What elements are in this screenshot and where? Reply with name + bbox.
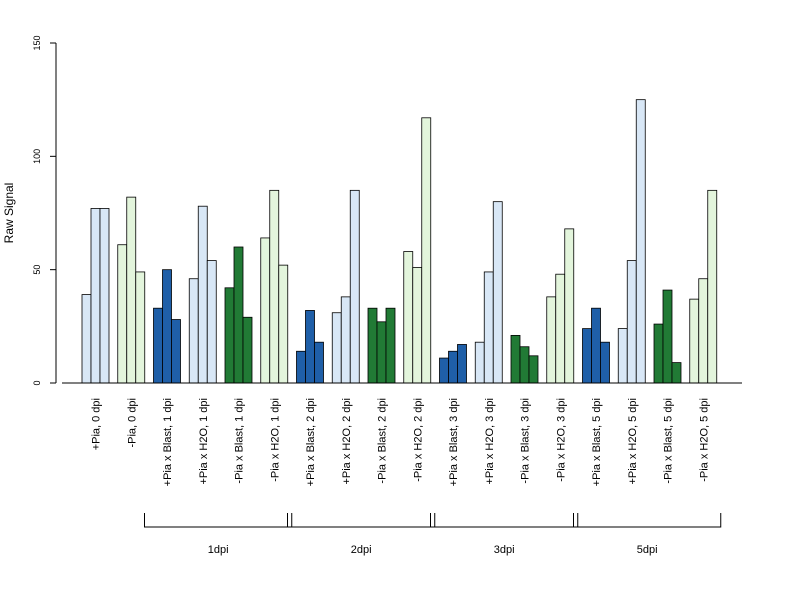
bar xyxy=(314,341,324,384)
category-label: +Pia x Blast, 2 dpi xyxy=(305,398,317,486)
bar xyxy=(635,99,646,384)
group-label: 2dpi xyxy=(351,544,372,556)
bar xyxy=(457,344,467,384)
group-bracket xyxy=(573,513,722,528)
bar xyxy=(340,296,351,384)
bar xyxy=(591,307,601,384)
bar xyxy=(546,296,557,384)
group-bracket xyxy=(430,513,579,528)
bar xyxy=(555,273,566,384)
category-label: -Pia x H2O, 3 dpi xyxy=(555,398,567,482)
category-label: +Pia x H2O, 2 dpi xyxy=(341,398,353,485)
bar xyxy=(483,271,494,384)
bar xyxy=(260,237,271,384)
category-label: -Pia x Blast, 2 dpi xyxy=(377,398,389,484)
bar xyxy=(117,244,128,384)
y-tick-label: 50 xyxy=(32,265,42,275)
bar xyxy=(278,264,289,384)
bar xyxy=(171,319,181,384)
bar xyxy=(421,117,432,384)
category-label: +Pia x Blast, 3 dpi xyxy=(448,398,460,486)
bar xyxy=(698,278,709,384)
group-bracket xyxy=(144,513,293,528)
category-label: +Pia x H2O, 5 dpi xyxy=(627,398,639,485)
group-label: 3dpi xyxy=(494,544,515,556)
bar xyxy=(90,208,101,384)
category-label: +Pia x H2O, 1 dpi xyxy=(198,398,210,485)
group-brackets: 1dpi 2dpi 3dpi 5dpi xyxy=(144,513,722,556)
bar xyxy=(197,205,208,384)
bar xyxy=(349,189,360,384)
bar xyxy=(403,251,414,384)
bar xyxy=(448,350,458,384)
bar xyxy=(81,294,92,384)
y-tick-label: 100 xyxy=(32,149,42,164)
bar xyxy=(206,260,217,384)
bar xyxy=(296,350,306,384)
category-label: +Pia x Blast, 5 dpi xyxy=(591,398,603,486)
bar xyxy=(385,307,396,384)
bar xyxy=(242,316,253,384)
category-label: -Pia, 0 dpi xyxy=(126,398,138,448)
bar xyxy=(99,208,110,384)
bar xyxy=(367,307,378,384)
y-tick-label: 150 xyxy=(32,35,42,50)
bar xyxy=(689,298,700,384)
category-label: -Pia x H2O, 1 dpi xyxy=(269,398,281,482)
category-label: +Pia, 0 dpi xyxy=(91,398,103,450)
group-bracket xyxy=(287,513,436,528)
bar xyxy=(492,201,503,384)
bar xyxy=(707,189,718,384)
category-label: +Pia x Blast, 1 dpi xyxy=(162,398,174,486)
bar xyxy=(626,260,637,384)
bar xyxy=(224,287,235,384)
bar xyxy=(162,269,172,384)
bar xyxy=(671,362,682,384)
bar xyxy=(153,307,163,384)
bar xyxy=(135,271,146,384)
bar xyxy=(510,334,521,384)
category-label: -Pia x H2O, 2 dpi xyxy=(412,398,424,482)
bar xyxy=(412,266,423,384)
y-axis-title: Raw Signal xyxy=(2,183,16,244)
bar xyxy=(269,189,280,384)
bar xyxy=(439,357,449,384)
category-label: +Pia x H2O, 3 dpi xyxy=(484,398,496,485)
bars xyxy=(81,99,718,384)
bar xyxy=(617,328,628,384)
bar xyxy=(662,289,673,384)
bar xyxy=(564,228,575,384)
group-label: 5dpi xyxy=(637,544,658,556)
bar xyxy=(331,312,342,384)
bar xyxy=(305,310,315,384)
bar xyxy=(188,278,199,384)
y-axis: 0 50 100 150 xyxy=(32,35,57,386)
bar xyxy=(653,323,664,384)
category-label: -Pia x Blast, 3 dpi xyxy=(520,398,532,484)
y-tick-label: 0 xyxy=(32,380,42,385)
bar xyxy=(582,328,592,384)
category-label: -Pia x H2O, 5 dpi xyxy=(698,398,710,482)
group-label: 1dpi xyxy=(208,544,229,556)
bar xyxy=(528,355,539,384)
category-label: -Pia x Blast, 5 dpi xyxy=(663,398,675,484)
bar xyxy=(600,341,610,384)
bar xyxy=(376,321,387,384)
bar xyxy=(126,196,137,384)
category-label: -Pia x Blast, 1 dpi xyxy=(234,398,246,484)
bar xyxy=(474,341,485,384)
category-labels: +Pia, 0 dpi -Pia, 0 dpi +Pia x Blast, 1 dp… xyxy=(91,398,711,486)
bar xyxy=(519,346,530,384)
bar xyxy=(233,246,244,384)
